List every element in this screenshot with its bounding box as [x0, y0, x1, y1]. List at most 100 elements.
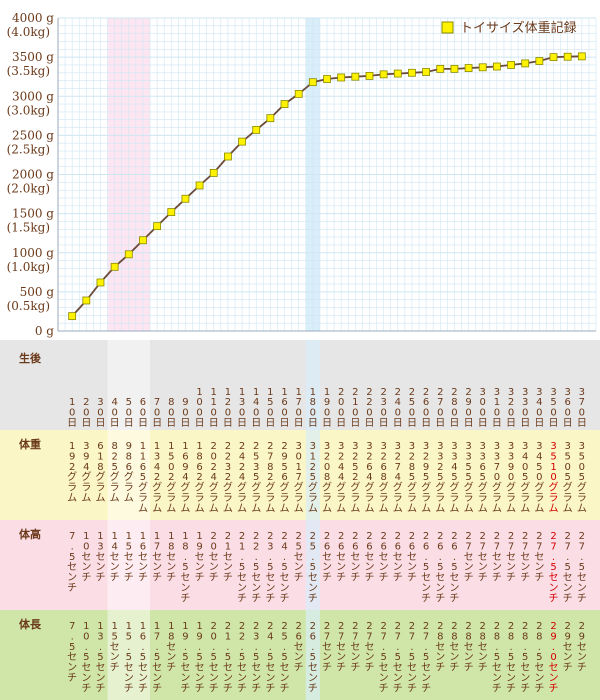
y-tick-sublabel: (1.5kg): [7, 221, 50, 235]
weight-cell: 3 2 8 5 グラム: [407, 441, 417, 514]
height-cell: 2 7. 5 センチ: [577, 531, 587, 604]
data-point-marker: [68, 312, 77, 321]
height-cell: 2 0 センチ: [209, 531, 219, 584]
data-point-marker: [110, 262, 119, 271]
weight-cell: 2 5 3 5 グラム: [251, 441, 261, 514]
data-point-marker: [323, 75, 331, 83]
data-point-marker: [223, 152, 232, 161]
weight-cell: 3 2 7 4 グラム: [393, 441, 403, 514]
weight-cell: 3 1 2 5 グラム: [308, 441, 318, 514]
data-point-marker: [422, 68, 431, 76]
length-cell: 2 5. 5 センチ: [280, 621, 290, 694]
height-row-background: [0, 520, 600, 610]
growth-table: 生後 体重 体高 体長 1 0 日 1 9 2 グラム 7. 5 センチ 7. 5 センチ 2 0 日 3 9 4 グ…: [0, 340, 600, 700]
data-point-marker: [365, 72, 374, 80]
y-tick-sublabel: (1.0kg): [7, 260, 50, 274]
weight-cell: 3 3 9 0 グラム: [506, 441, 516, 514]
weight-cell: 1 9 2 グラム: [67, 441, 77, 504]
weight-cell: 2 9 5 6 グラム: [280, 441, 290, 514]
data-point-marker: [280, 100, 289, 108]
y-tick-label: 3000 g: [12, 89, 54, 103]
height-cell: 1 9 センチ: [195, 531, 205, 584]
weight-cell: 3 4 0 5 グラム: [520, 441, 530, 514]
weight-cell: 6 1 8 グラム: [95, 441, 105, 504]
y-tick-label: 2500 g: [12, 128, 54, 142]
weight-cell: 3 3 7 0 グラム: [492, 441, 502, 514]
data-point-marker: [351, 72, 360, 81]
length-cell: 7. 5 センチ: [67, 621, 77, 684]
length-cell: 2 6. 5 センチ: [308, 621, 318, 694]
height-cell: 2 6 センチ: [393, 531, 403, 584]
height-cell: 1 3 センチ: [95, 531, 105, 584]
length-cell: 2 8 センチ: [435, 621, 445, 674]
height-cell: 1 7 センチ: [152, 531, 162, 584]
weight-markers: [68, 52, 586, 321]
y-tick-label: 2000 g: [12, 168, 54, 182]
length-cell: 2 7 センチ: [336, 621, 346, 674]
y-tick-sublabel: (3.0kg): [7, 103, 50, 117]
data-point-marker: [408, 68, 416, 77]
height-cell: 2 1. 5 センチ: [237, 531, 247, 604]
height-cell: 2 6 センチ: [322, 531, 332, 584]
length-cell: 2 2. 5 センチ: [237, 621, 247, 694]
data-point-marker: [549, 53, 558, 62]
y-tick-label: 1500 g: [12, 207, 54, 221]
length-cell: 1 9. 5 センチ: [180, 621, 190, 694]
y-tick-sublabel: (2.0kg): [7, 182, 50, 196]
length-row-background: [0, 610, 600, 700]
weight-cell: 3 2 6 8 グラム: [379, 441, 389, 514]
weight-cell: 8 2 5 グラム: [110, 441, 120, 504]
height-cell: 2 1 センチ: [223, 531, 233, 584]
height-cell: 2 2. 5 センチ: [251, 531, 261, 604]
legend: トイサイズ体重記録: [441, 20, 577, 36]
length-cell: 2 9 センチ: [577, 621, 587, 674]
weight-cell: 2 0 2 4 グラム: [209, 441, 219, 514]
height-cell: 2 7 センチ: [478, 531, 488, 584]
height-cell: 2 6 センチ: [336, 531, 346, 584]
weight-cell: 3 5 0 5 グラム: [577, 441, 587, 514]
length-cell: 1 5 センチ: [110, 621, 120, 674]
length-cell: 2 3. 5 センチ: [251, 621, 261, 694]
data-point-marker: [195, 181, 204, 190]
height-cell: 2 6. 5 センチ: [449, 531, 459, 604]
weight-cell: 3 2 9 5 グラム: [421, 441, 431, 514]
length-cell: 2 4. 5 センチ: [265, 621, 275, 694]
table-highlight-blue: [305, 340, 320, 700]
weight-cell: 3 0 1 7 グラム: [294, 441, 304, 514]
data-point-marker: [82, 296, 91, 305]
height-cell: 1 8. 5 センチ: [180, 531, 190, 604]
length-cell: 2 8. 5 センチ: [534, 621, 544, 694]
height-cell: 1 4 センチ: [110, 531, 120, 584]
y-tick-sublabel: (2.5kg): [7, 142, 50, 156]
data-point-marker: [577, 52, 586, 61]
length-cell: 2 0. 5 センチ: [209, 621, 219, 694]
weight-cell: 1 3 4 2 グラム: [152, 441, 162, 514]
length-cell: 1 7. 5 センチ: [152, 621, 162, 694]
day-row-background: [0, 340, 600, 430]
data-point-marker: [507, 61, 515, 69]
weight-cell: 3 2 6 4 グラム: [364, 441, 374, 514]
data-point-marker: [436, 64, 445, 73]
y-tick-label: 3500 g: [12, 50, 54, 64]
data-point-marker: [266, 114, 275, 123]
legend-label: トイサイズ体重記録: [460, 20, 577, 36]
y-axis-ticks: 4000 g(4.0kg) 3500 g(3.5kg) 3000 g(3.0kg) 2…: [7, 11, 55, 338]
data-point-marker: [450, 64, 459, 73]
height-cell: 1 8 センチ: [166, 531, 176, 584]
